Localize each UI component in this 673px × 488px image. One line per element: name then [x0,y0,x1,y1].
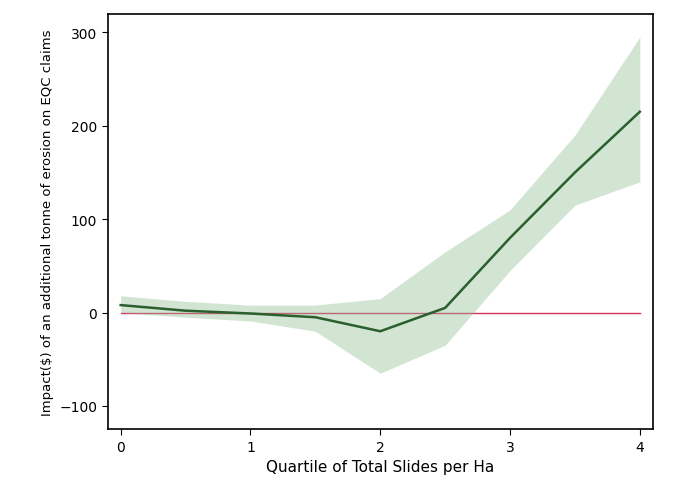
X-axis label: Quartile of Total Slides per Ha: Quartile of Total Slides per Ha [266,459,495,474]
Y-axis label: Impact($) of an additional tonne of erosion on EQC claims: Impact($) of an additional tonne of eros… [40,29,54,415]
